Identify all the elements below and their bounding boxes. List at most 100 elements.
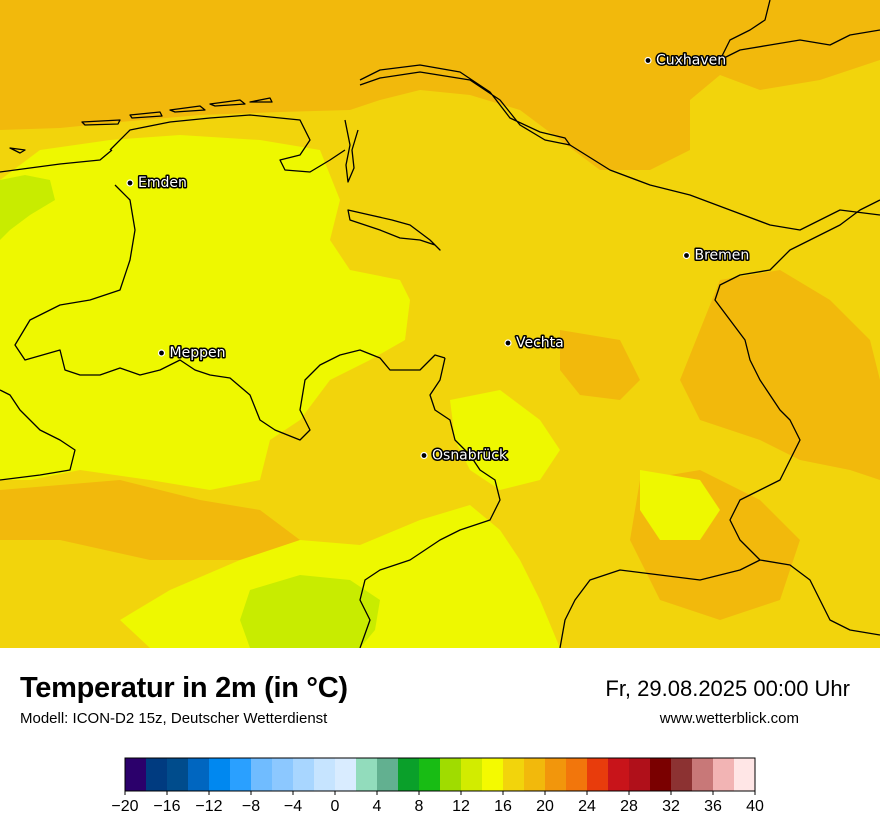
colorbar-swatch xyxy=(146,758,168,791)
temperature-zone-warm-east xyxy=(680,270,880,480)
city-osnabrück: Osnabrück xyxy=(420,446,509,465)
colorbar-swatch xyxy=(545,758,567,791)
colorbar-swatch xyxy=(335,758,357,791)
island-3 xyxy=(129,111,163,119)
bremen-state-border xyxy=(347,209,441,251)
city-label: Bremen xyxy=(695,248,750,264)
colorbar-swatch xyxy=(587,758,609,791)
colorbar-swatch xyxy=(482,758,504,791)
colorbar-swatch xyxy=(125,758,147,791)
temperature-zone-cool-west xyxy=(0,135,410,490)
city-dot xyxy=(682,251,691,260)
island-5 xyxy=(209,99,246,107)
colorbar-swatch xyxy=(398,758,420,791)
southern-border-central xyxy=(359,357,501,648)
colorbar-tick-label: 28 xyxy=(620,798,638,815)
island-4 xyxy=(169,105,206,113)
city-label: Osnabrück xyxy=(432,448,508,464)
colorbar-tick-label: 12 xyxy=(452,798,470,815)
colorbar-swatch xyxy=(377,758,399,791)
city-vechta: Vechta xyxy=(504,334,565,353)
colorbar-tick-label: 20 xyxy=(536,798,554,815)
temperature-zone-cool-south xyxy=(120,505,560,648)
colorbar-swatch xyxy=(608,758,630,791)
weser-estuary xyxy=(344,119,359,183)
north-sea-coastline xyxy=(109,114,346,173)
colorbar-swatch xyxy=(356,758,378,791)
city-meppen: Meppen xyxy=(157,344,227,363)
colorbar-swatch xyxy=(209,758,231,791)
colorbar-swatch xyxy=(734,758,756,791)
colorbar-swatch xyxy=(566,758,588,791)
elbe-river xyxy=(359,64,571,146)
temperature-colorbar: −20 −16 −12 −8 −4 0 4 8 12 16 20 24 28 32 36 40 xyxy=(111,757,764,815)
map-footer: Temperatur in 2m (in °C) Modell: ICON-D2… xyxy=(0,648,880,830)
temperature-zone-warm-central xyxy=(560,330,640,400)
city-dot xyxy=(157,349,166,357)
city-dot xyxy=(644,56,652,65)
colorbar-tick-label: 16 xyxy=(494,798,512,815)
temperature-zone-cool-east xyxy=(640,470,720,540)
colorbar-swatch xyxy=(692,758,714,791)
elbe-upstream-line xyxy=(569,144,880,231)
colorbar-frame xyxy=(124,757,756,792)
island-6 xyxy=(249,97,273,103)
northeast-coast xyxy=(719,29,880,61)
temperature-zone-coolest-southwest xyxy=(240,575,380,648)
colorbar-tick-label: 40 xyxy=(746,798,764,815)
city-dot xyxy=(504,339,512,347)
temperature-zone-coolest-northwest xyxy=(0,175,55,240)
colorbar-swatch xyxy=(230,758,252,791)
city-label: Emden xyxy=(138,175,187,191)
temperature-zone-cool-central xyxy=(450,390,560,490)
colorbar-tick-label: 8 xyxy=(415,798,424,815)
city-dot xyxy=(126,179,134,187)
colorbar-tick-label: 36 xyxy=(704,798,722,815)
coast-west xyxy=(0,149,113,173)
colorbar-swatch xyxy=(524,758,546,791)
island-2 xyxy=(81,119,121,126)
colorbar-swatch xyxy=(713,758,735,791)
city-label: Cuxhaven xyxy=(656,53,726,69)
colorbar-swatch xyxy=(671,758,693,791)
colorbar-tick-label: 0 xyxy=(331,798,340,815)
colorbar-swatch xyxy=(188,758,210,791)
city-emden: Emden xyxy=(126,174,188,193)
colorbar-tick-label: −20 xyxy=(111,798,138,815)
colorbar-swatch xyxy=(251,758,273,791)
model-source: Modell: ICON-D2 15z, Deutscher Wetterdie… xyxy=(20,710,328,727)
colorbar-swatch xyxy=(419,758,441,791)
colorbar-tick-label: 32 xyxy=(662,798,680,815)
website-link[interactable]: www.wetterblick.com xyxy=(659,710,799,727)
colorbar-tick-label: −8 xyxy=(242,798,260,815)
colorbar-swatch xyxy=(167,758,189,791)
western-border xyxy=(14,184,446,441)
colorbar-tick-label: −16 xyxy=(153,798,180,815)
boundary-lines xyxy=(0,0,880,648)
city-markers: CuxhavenHamburgEmdenLüneburgBremenUelzen… xyxy=(126,51,751,465)
colorbar-swatch xyxy=(629,758,651,791)
southern-border-east xyxy=(559,559,761,648)
colorbar-swatch xyxy=(314,758,336,791)
eastern-border xyxy=(714,199,880,636)
colorbar-tick-label: 24 xyxy=(578,798,596,815)
temperature-zone-warm-north xyxy=(0,0,880,170)
colorbar-swatch xyxy=(461,758,483,791)
colorbar-tick-label: −4 xyxy=(284,798,302,815)
colorbar-swatch xyxy=(503,758,525,791)
colorbar-swatch xyxy=(650,758,672,791)
colorbar-swatch xyxy=(440,758,462,791)
city-bremen: Bremen xyxy=(682,246,751,265)
colorbar-swatch xyxy=(293,758,315,791)
colorbar-tick-label: 4 xyxy=(373,798,382,815)
island-1 xyxy=(9,147,26,154)
forecast-date: Fr, 29.08.2025 00:00 Uhr xyxy=(605,676,850,701)
southwest-border xyxy=(0,389,76,481)
city-label: Meppen xyxy=(170,345,226,361)
temperature-map: CuxhavenHamburgEmdenLüneburgBremenUelzen… xyxy=(0,0,880,648)
city-dot xyxy=(420,451,428,460)
northeast-inland-line xyxy=(719,0,771,61)
temperature-zone-warm-southwest xyxy=(0,480,300,560)
map-title: Temperatur in 2m (in °C) xyxy=(20,672,348,704)
colorbar-swatch xyxy=(272,758,294,791)
